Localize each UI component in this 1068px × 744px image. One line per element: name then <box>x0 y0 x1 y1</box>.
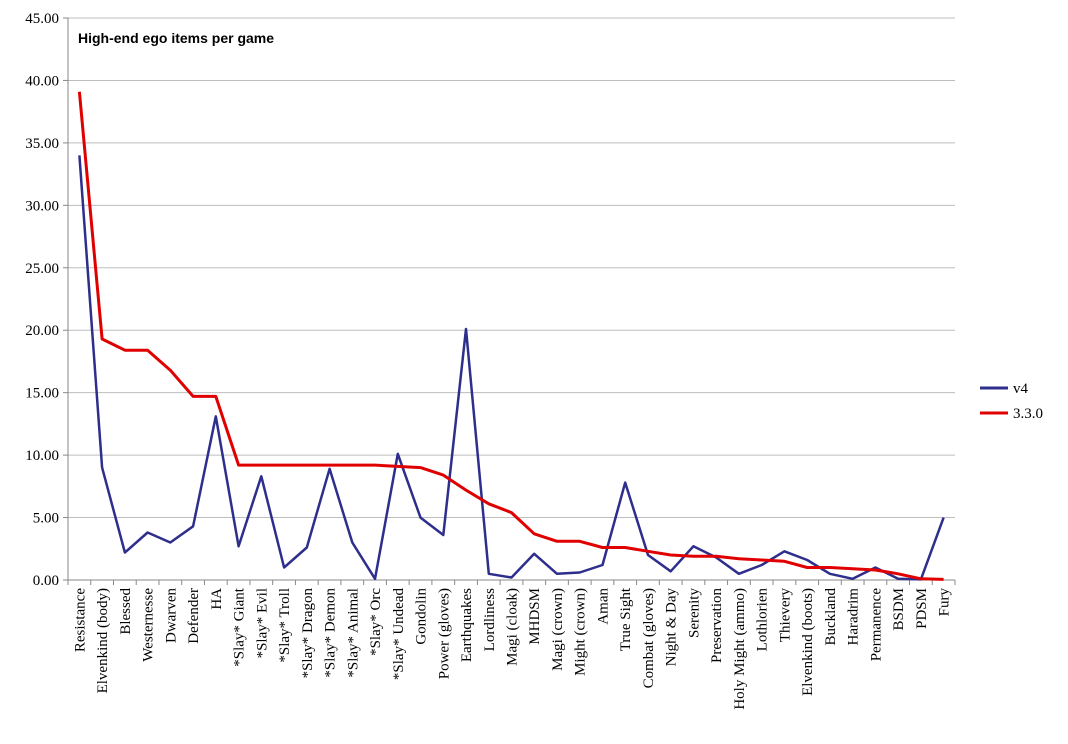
x-tick-label: PDSM <box>914 588 930 629</box>
y-tick-label: 40.00 <box>25 73 59 89</box>
x-tick-label: *Slay* Undead <box>391 588 407 681</box>
x-tick-label: Thievery <box>777 588 793 643</box>
x-tick-label: Haradrim <box>846 588 862 646</box>
x-tick-label: Power (gloves) <box>436 588 452 679</box>
legend: v4 3.3.0 <box>980 381 1043 422</box>
gridlines <box>63 17 955 581</box>
x-tick-label: *Slay* Demon <box>323 588 339 678</box>
x-tick-label: Gondolin <box>414 588 430 645</box>
series-line-v4 <box>78 155 945 581</box>
x-tick-label: Permanence <box>868 588 884 662</box>
x-tick-label: Elvenkind (boots) <box>800 588 816 696</box>
x-axis-tick-labels: Resistance Elvenkind (body) Blessed Western… <box>72 587 952 709</box>
y-tick-label: 30.00 <box>25 198 59 214</box>
x-tick-label: True Sight <box>618 587 634 651</box>
x-tick-label: Night & Day <box>664 588 680 667</box>
x-tick-label: BSDM <box>891 588 907 631</box>
x-tick-label: Lothlorien <box>755 588 771 652</box>
x-tick-label: HA <box>209 588 225 610</box>
x-tick-label: *Slay* Giant <box>232 587 248 667</box>
y-tick-label: 35.00 <box>25 136 59 152</box>
x-tick-label: Blessed <box>118 588 134 635</box>
x-tick-label: Resistance <box>72 588 88 652</box>
x-tick-label: Combat (gloves) <box>641 588 657 688</box>
y-axis-tick-labels: 0.00 5.00 10.00 15.00 20.00 25.00 30.00 35.00 40… <box>25 11 59 589</box>
x-tick-label: Buckland <box>823 588 839 646</box>
y-tick-label: 5.00 <box>33 511 59 527</box>
x-tick-label: Defender <box>186 588 202 644</box>
x-tick-label: *Slay* Evil <box>254 588 270 658</box>
x-tick-label: Dwarven <box>163 588 179 643</box>
x-tick-label: *Slay* Troll <box>277 588 293 663</box>
x-tick-label: *Slay* Dragon <box>300 588 316 679</box>
x-tick-label: Elvenkind (body) <box>95 588 111 693</box>
x-tick-label: Might (crown) <box>573 588 589 676</box>
series-lines <box>77 91 945 581</box>
x-tick-label: Magi (crown) <box>550 588 566 671</box>
legend-label: v4 <box>1013 381 1029 397</box>
x-tick-label: *Slay* Animal <box>345 588 361 678</box>
y-tick-label: 45.00 <box>25 11 59 27</box>
x-tick-label: Westernesse <box>141 588 157 662</box>
x-tick-label: *Slay* Orc <box>368 588 384 656</box>
x-tick-label: Preservation <box>709 588 725 663</box>
x-tick-label: Holy Might (ammo) <box>732 588 748 710</box>
y-tick-label: 10.00 <box>25 448 59 464</box>
x-tick-label: Magi (cloak) <box>505 588 521 666</box>
x-tick-label: MHDSM <box>527 588 543 645</box>
x-axis <box>67 18 956 585</box>
y-tick-label: 25.00 <box>25 261 59 277</box>
series-line-3-3-0 <box>77 91 944 581</box>
legend-label: 3.3.0 <box>1013 406 1043 422</box>
chart-title: High-end ego items per game <box>78 30 274 46</box>
x-tick-label: Serenity <box>686 588 702 638</box>
y-tick-label: 0.00 <box>33 573 59 589</box>
x-tick-label: Lordliness <box>482 588 498 651</box>
x-tick-label: Aman <box>595 588 611 625</box>
y-tick-label: 20.00 <box>25 323 59 339</box>
x-tick-label: Earthquakes <box>459 588 475 662</box>
x-tick-label: Fury <box>937 588 953 617</box>
y-tick-label: 15.00 <box>25 386 59 402</box>
